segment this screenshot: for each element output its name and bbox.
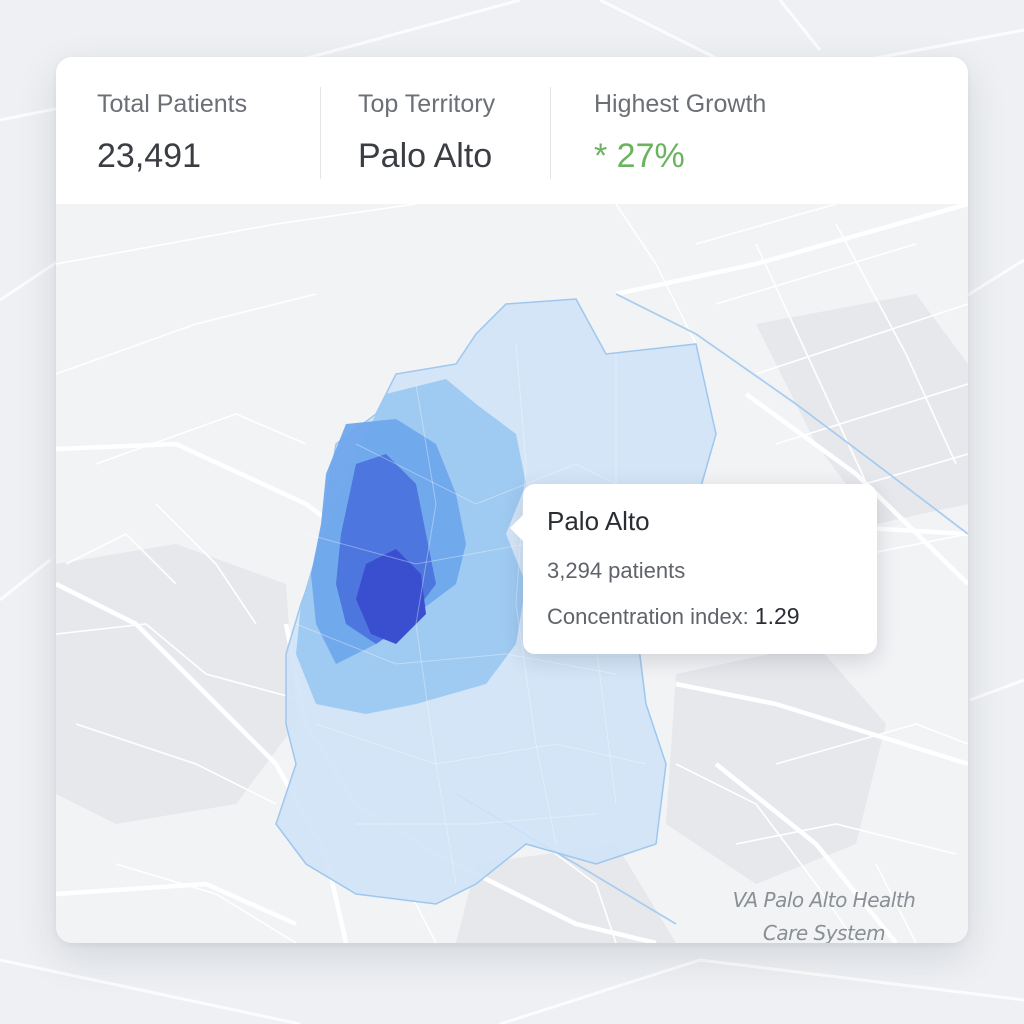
stat-value: 23,491 xyxy=(97,137,201,175)
tooltip-title: Palo Alto xyxy=(547,506,650,536)
tooltip-patients: 3,294 patients xyxy=(547,558,686,583)
poi-label-line-2: Care System xyxy=(762,921,886,943)
poi-label-line-1: VA Palo Alto Health xyxy=(732,888,916,912)
heatmap-territory[interactable] xyxy=(275,298,717,905)
dashboard-card: VA Palo Alto Health Care System Total Pa… xyxy=(56,57,968,943)
stat-value: Palo Alto xyxy=(358,137,493,175)
stat-divider xyxy=(320,87,321,179)
stat-value-growth: * 27% xyxy=(594,137,685,175)
territory-tooltip: Palo Alto 3,294 patients Concentration i… xyxy=(510,484,877,654)
heatmap-map[interactable]: VA Palo Alto Health Care System xyxy=(56,201,968,943)
stat-highest-growth: Highest Growth * 27% xyxy=(550,57,968,204)
heat-cell-grid xyxy=(295,343,657,885)
tooltip-concentration: Concentration index: 1.29 xyxy=(547,603,800,630)
stat-top-territory: Top Territory Palo Alto xyxy=(320,57,551,204)
tooltip-concentration-label: Concentration index: xyxy=(547,604,749,629)
tooltip-concentration-value: 1.29 xyxy=(754,603,800,629)
stat-label: Total Patients xyxy=(97,90,248,118)
stat-label: Highest Growth xyxy=(594,90,767,118)
poi-label-va-hospital: VA Palo Alto Health Care System xyxy=(704,884,944,943)
stats-bar: Total Patients 23,491 Top Territory Palo… xyxy=(56,57,968,204)
map-canvas xyxy=(56,201,968,943)
stat-total-patients: Total Patients 23,491 xyxy=(56,57,321,204)
heat-zone-peak[interactable] xyxy=(356,549,426,644)
stat-divider xyxy=(550,87,551,179)
stat-label: Top Territory xyxy=(358,90,496,118)
